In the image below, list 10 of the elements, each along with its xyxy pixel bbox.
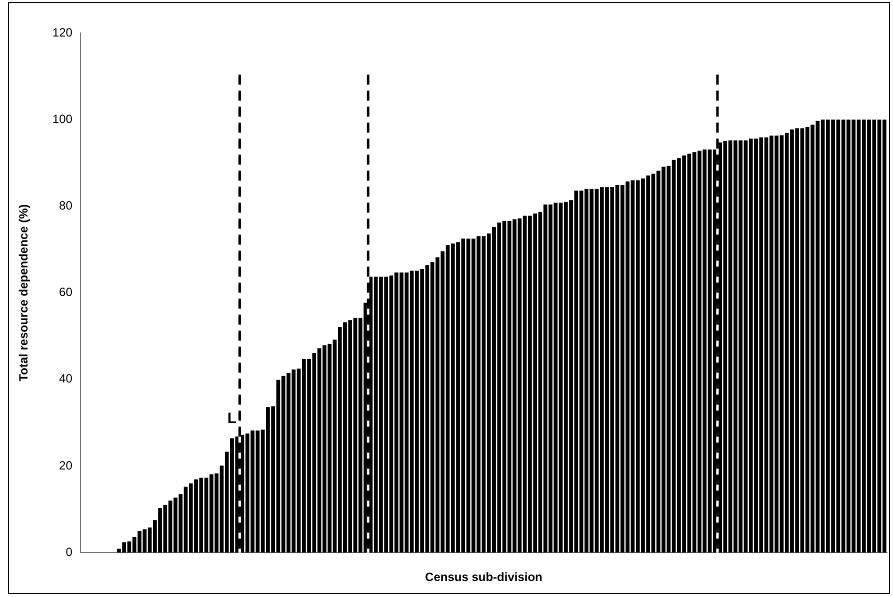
y-tick-label: 0 bbox=[66, 544, 73, 559]
x-axis-title: Census sub-division bbox=[425, 570, 542, 584]
y-tick-label: 120 bbox=[52, 25, 73, 40]
y-tick-label: 40 bbox=[59, 372, 73, 386]
y-tick-label: 80 bbox=[59, 198, 73, 213]
y-tick-label: 60 bbox=[59, 285, 73, 300]
y-tick-label: 100 bbox=[52, 112, 73, 126]
y-tick-label: 20 bbox=[59, 458, 73, 472]
y-axis-title: Total resource dependence (%) bbox=[16, 204, 31, 382]
annotation: L bbox=[227, 410, 237, 427]
